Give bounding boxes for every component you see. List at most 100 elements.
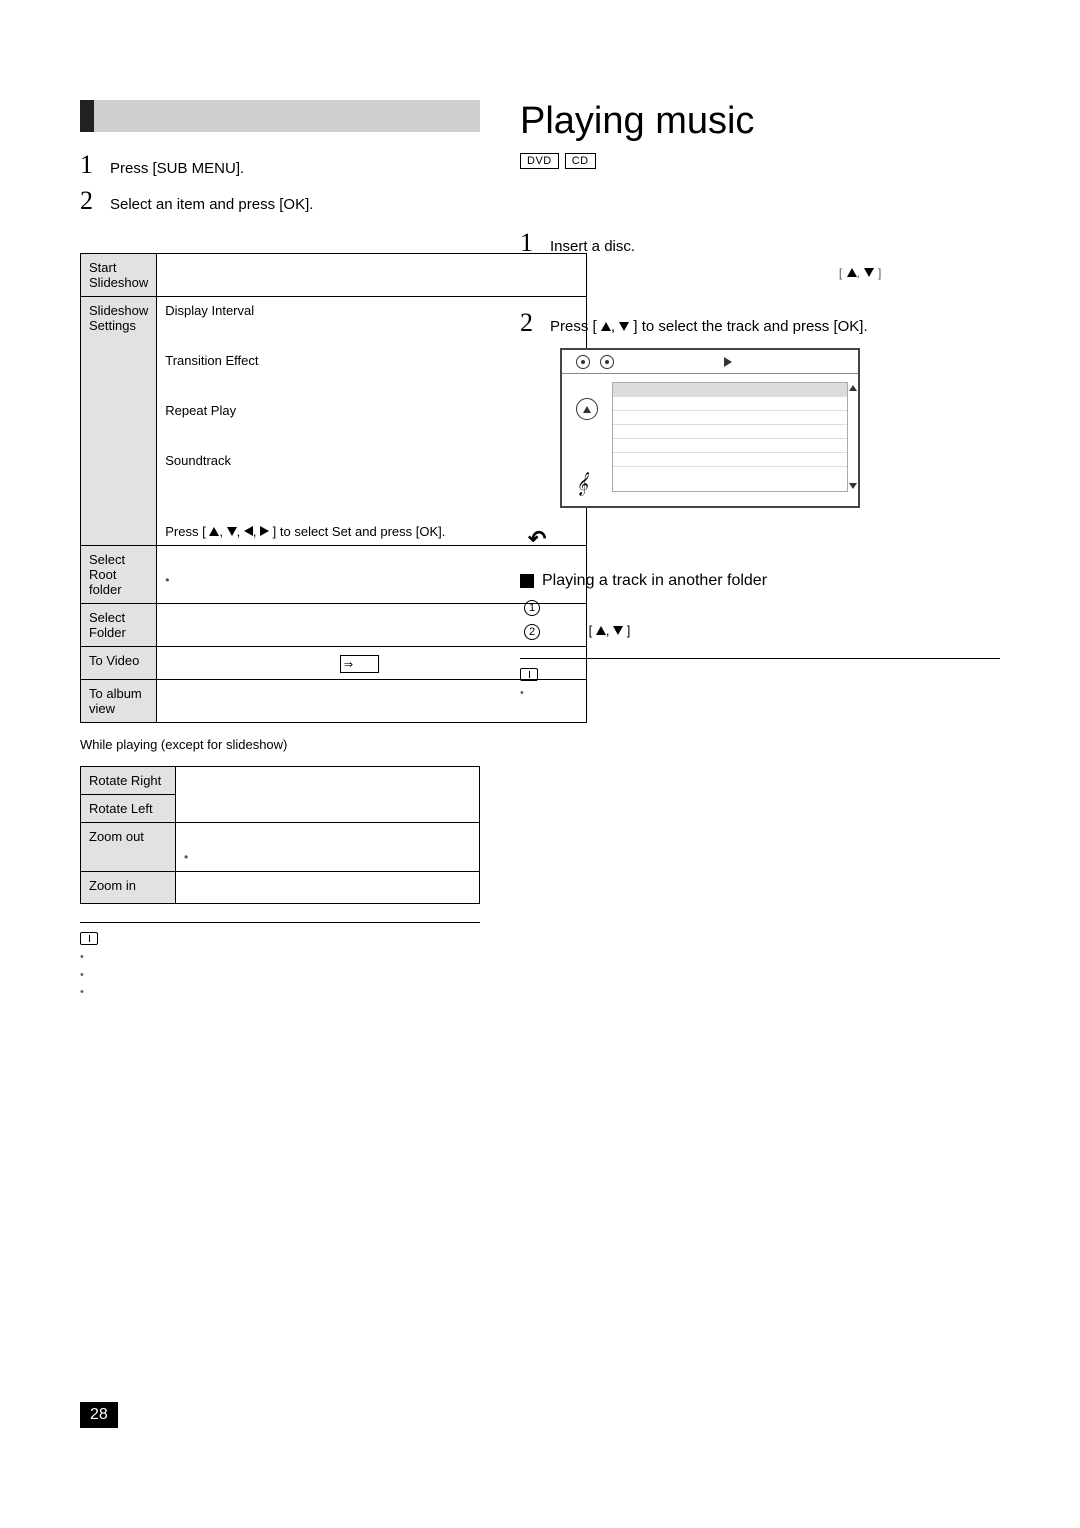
track-row	[613, 439, 847, 453]
down-arrow-icon	[864, 268, 874, 277]
right-step-1-text: Insert a disc.	[550, 238, 635, 255]
track-icon	[600, 355, 614, 369]
to-video-text	[165, 656, 334, 671]
section-title	[94, 100, 480, 132]
right-step-1-note2	[560, 281, 1000, 298]
note-icon	[80, 932, 98, 945]
label-start-slideshow: Start Slideshow	[81, 254, 157, 297]
disc-badges: DVD CD	[520, 153, 1000, 169]
footnote-block-left	[80, 929, 480, 1002]
page-code	[80, 1385, 120, 1398]
right-step-2-text: Press [ , ] to select the track and pres…	[550, 318, 868, 335]
right-footnote-1	[520, 685, 1000, 703]
badge-cd: CD	[565, 153, 596, 169]
music-top-bar	[562, 350, 858, 374]
up-arrow-icon	[601, 322, 611, 331]
table1-intro	[106, 222, 480, 239]
right-step-num-2: 2	[520, 308, 542, 338]
page-number-badge: 28	[80, 1402, 118, 1428]
left-footnote-3	[80, 984, 480, 1002]
desc-rotate	[176, 767, 480, 823]
section-accent	[80, 100, 94, 132]
track-row	[613, 397, 847, 411]
desc-zoom-in	[176, 872, 480, 904]
label-select-root: Select Root folder	[81, 546, 157, 604]
up-arrow-icon	[596, 626, 606, 635]
row-zoom-out: Zoom out •	[81, 823, 480, 872]
track-row	[613, 453, 847, 467]
right-column: Playing music DVD CD 1 Insert a disc. [ …	[500, 100, 1000, 1002]
track-list	[612, 382, 848, 492]
disc-icon	[576, 355, 590, 369]
step-1: 1 Press [SUB MENU].	[80, 150, 480, 180]
sub-step-2: 2 [ , ]	[524, 620, 1000, 640]
step-number-2: 2	[80, 186, 102, 216]
footnote-block-right	[520, 665, 1000, 703]
section-header-bar	[80, 100, 480, 132]
sub-steps: 1 2 [ , ]	[524, 596, 1000, 640]
return-icon: ↶	[528, 526, 546, 552]
left-arrow-icon	[244, 526, 253, 536]
left-footnotes	[80, 949, 480, 1002]
label-to-album: To album view	[81, 680, 157, 723]
sub-step-1b-note	[674, 600, 1080, 614]
label-rotate-right: Rotate Right	[81, 767, 176, 795]
badge-dvd: DVD	[520, 153, 559, 169]
track-row	[613, 383, 847, 397]
right-footnotes	[520, 685, 1000, 703]
left-footnote-2	[80, 967, 480, 985]
step-1-text: Press [SUB MENU].	[110, 160, 244, 177]
square-bullet-icon	[520, 574, 534, 588]
right-step-2: 2 Press [ , ] to select the track and pr…	[520, 308, 1000, 338]
left-column: 1 Press [SUB MENU]. 2 Select an item and…	[80, 100, 480, 1002]
down-arrow-icon	[613, 626, 623, 635]
track-row	[613, 411, 847, 425]
right-intro	[520, 181, 1000, 198]
down-arrow-icon	[227, 527, 237, 536]
music-note-icon: 𝄞	[576, 473, 588, 496]
step-2: 2 Select an item and press [OK].	[80, 186, 480, 216]
scroll-down-icon	[849, 483, 857, 489]
return-hint: ↶	[528, 526, 1000, 552]
label-zoom-out: Zoom out	[81, 823, 176, 872]
label-rotate-left: Rotate Left	[81, 795, 176, 823]
step-number-1: 1	[80, 150, 102, 180]
right-step-1-note: [ , ]	[560, 264, 1000, 281]
return-text	[556, 531, 956, 548]
zoom-out-text	[184, 829, 471, 848]
label-zoom-in: Zoom in	[81, 872, 176, 904]
left-footnote-1	[80, 949, 480, 967]
up-arrow-icon	[209, 527, 219, 536]
circled-2-icon: 2	[524, 624, 540, 640]
circled-1-icon: 1	[524, 600, 540, 616]
label-select-folder: Select Folder	[81, 604, 157, 647]
up-arrow-icon	[847, 268, 857, 277]
ref-arrow-icon: ⇒	[340, 655, 379, 673]
page-root: 1 Press [SUB MENU]. 2 Select an item and…	[0, 0, 1080, 1042]
play-icon	[724, 357, 732, 367]
scroll-up-icon	[849, 385, 857, 391]
right-step-1: 1 Insert a disc.	[520, 228, 1000, 258]
right-step-num-1: 1	[520, 228, 542, 258]
right-arrow-icon	[260, 526, 269, 536]
desc-zoom-out: •	[176, 823, 480, 872]
divider-right	[520, 658, 1000, 659]
music-player-screenshot: 𝄞	[560, 348, 860, 508]
divider	[80, 922, 480, 923]
sub-step-1: 1	[524, 596, 1000, 616]
track-row	[613, 425, 847, 439]
up-folder-icon	[576, 398, 598, 420]
row-rotate-right: Rotate Right	[81, 767, 480, 795]
sub-heading-row: Playing a track in another folder	[520, 572, 1000, 590]
label-to-video: To Video	[81, 647, 157, 680]
sub-step-1a	[550, 599, 628, 614]
label-slideshow-settings: Slideshow Settings	[81, 297, 157, 546]
step-2-text: Select an item and press [OK].	[110, 196, 313, 213]
page-title: Playing music	[520, 100, 1000, 143]
zoom-out-bullet: •	[184, 848, 471, 865]
table2-caption: While playing (except for slideshow)	[80, 737, 480, 752]
down-arrow-icon	[619, 322, 629, 331]
playback-table: Rotate Right Rotate Left Zoom out •	[80, 766, 480, 904]
row-zoom-in: Zoom in	[81, 872, 480, 904]
two-column-layout: 1 Press [SUB MENU]. 2 Select an item and…	[80, 100, 1000, 1002]
